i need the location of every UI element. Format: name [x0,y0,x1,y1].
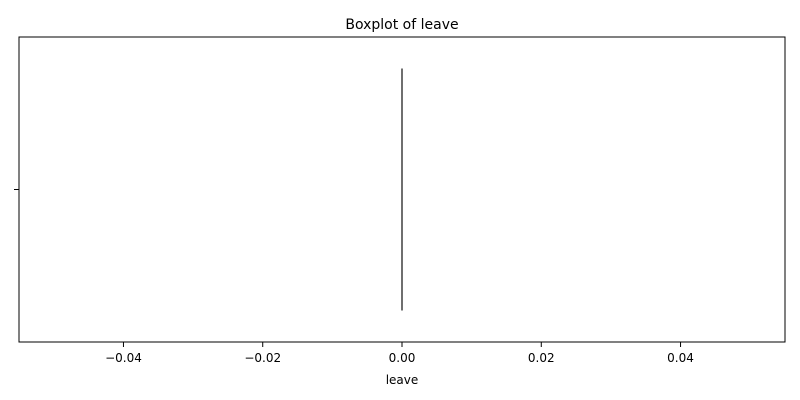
chart-title: Boxplot of leave [345,17,458,33]
x-axis-label: leave [386,373,419,387]
x-tick-label: −0.02 [244,351,281,365]
x-tick-label: 0.02 [528,351,555,365]
x-tick-label: 0.04 [667,351,694,365]
x-axis-ticks: −0.04 −0.02 0.00 0.02 0.04 [105,342,694,365]
x-tick-label: 0.00 [389,351,416,365]
x-tick-label: −0.04 [105,351,142,365]
